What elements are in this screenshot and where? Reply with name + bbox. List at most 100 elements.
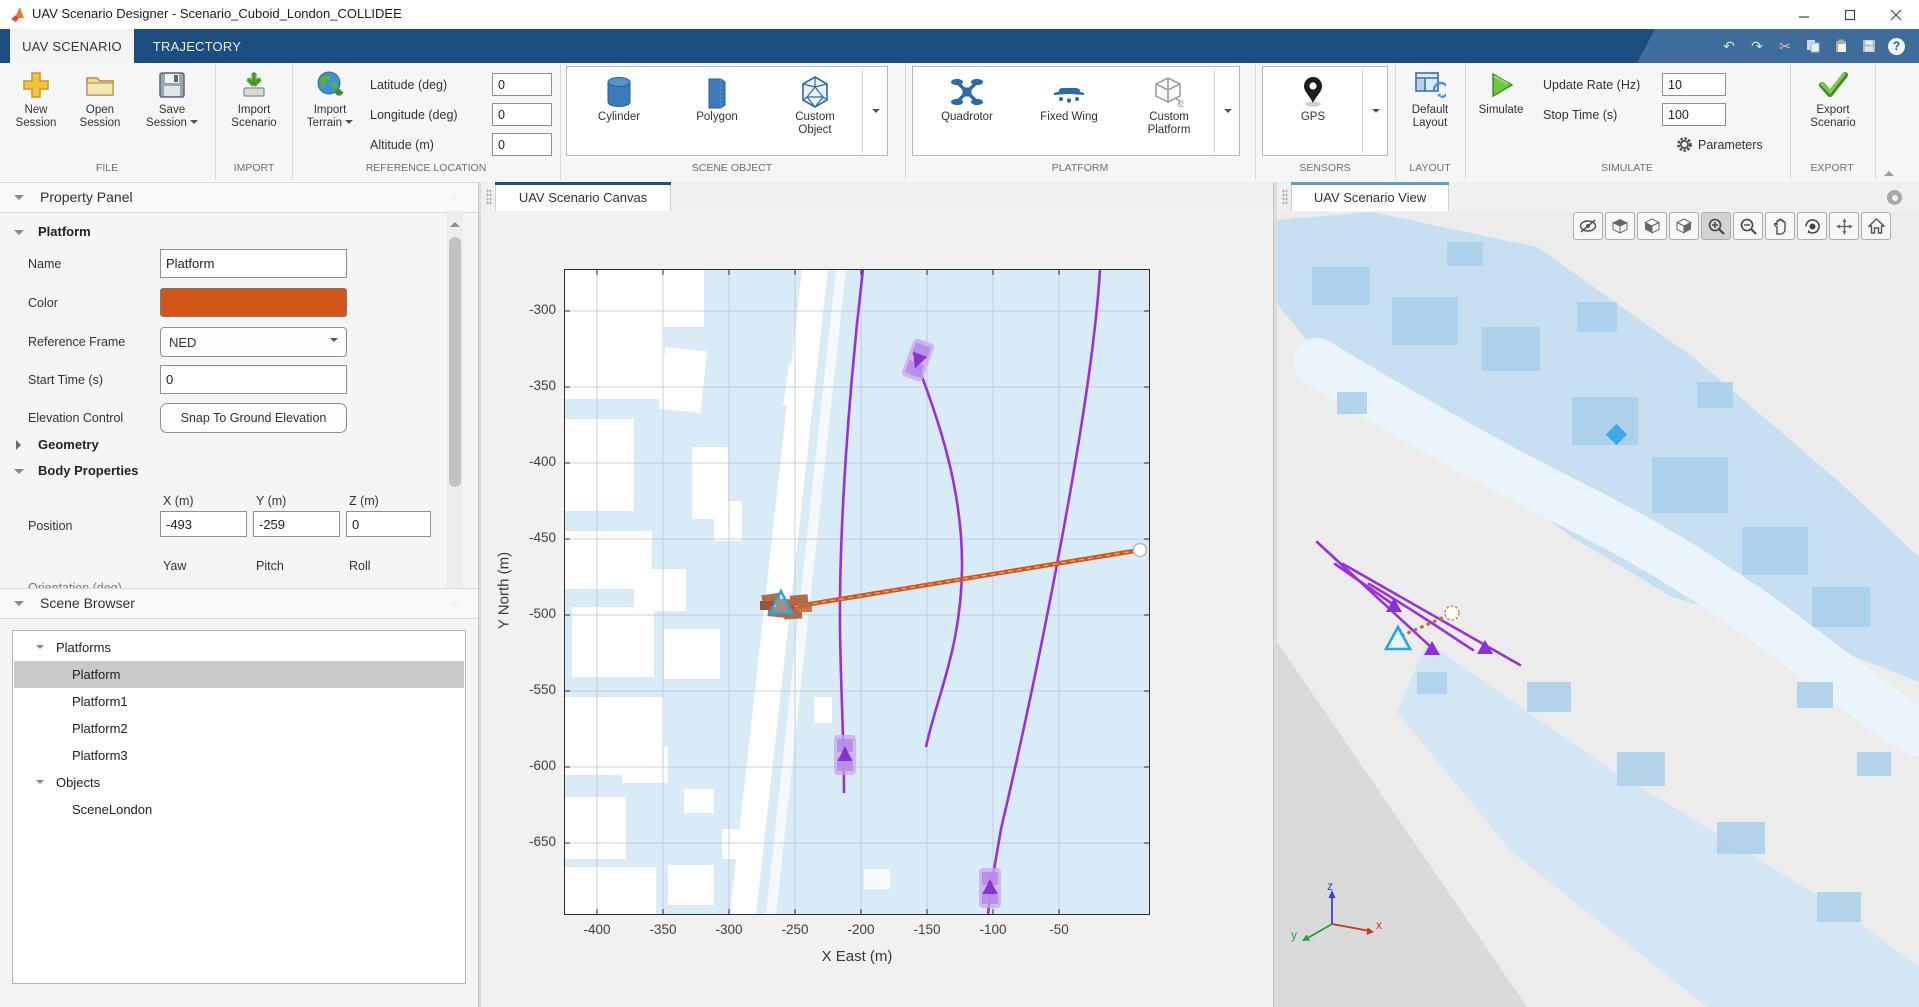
home-button[interactable]	[1861, 212, 1891, 240]
cylinder-button[interactable]: Cylinder	[571, 69, 667, 153]
redo-icon[interactable]: ↷	[1751, 37, 1763, 54]
scrollbar-thumb[interactable]	[448, 237, 461, 487]
tree-expand-icon[interactable]	[36, 645, 44, 653]
quadrotor-marker-1[interactable]	[834, 735, 856, 775]
tab-trajectory[interactable]: TRAJECTORY	[134, 29, 260, 63]
reference-frame-label: Reference Frame	[28, 335, 126, 349]
latitude-input[interactable]	[492, 73, 552, 96]
position-y-input[interactable]	[253, 511, 340, 537]
view3d-area[interactable]: z y x	[1277, 212, 1919, 1007]
polygon-button[interactable]: Polygon	[669, 69, 765, 153]
splitter-right[interactable]	[1273, 182, 1277, 1007]
tree-group-platforms[interactable]: Platforms	[14, 634, 464, 661]
tree-group-objects[interactable]: Objects	[14, 769, 464, 796]
tree-item-scenelondon[interactable]: SceneLondon	[14, 796, 464, 823]
maximize-button[interactable]	[1827, 0, 1873, 29]
tree-item-platform2[interactable]: Platform2	[14, 715, 464, 742]
quadrotor-marker-3[interactable]	[979, 868, 1001, 908]
undo-icon[interactable]: ↶	[1723, 37, 1735, 54]
stop-time-input[interactable]	[1662, 103, 1726, 126]
new-session-button[interactable]: New Session	[6, 68, 66, 130]
position-z-input[interactable]	[346, 511, 431, 537]
zoom-in-button[interactable]	[1701, 212, 1731, 240]
quadrotor-marker-2[interactable]	[901, 337, 935, 382]
help-icon[interactable]: ?	[1888, 37, 1905, 55]
tab-uav-scenario[interactable]: UAV SCENARIO	[10, 29, 134, 63]
rotate-3d-button[interactable]	[1797, 212, 1827, 240]
custom-object-button[interactable]: Custom Object	[767, 69, 863, 153]
scenario-plot[interactable]	[564, 268, 1150, 916]
color-swatch[interactable]	[160, 288, 347, 317]
save-session-button[interactable]: Save Session	[134, 68, 210, 130]
position-x-input[interactable]	[160, 511, 247, 537]
view-cube-top-button[interactable]	[1605, 212, 1635, 240]
save-session-label: Save Session	[142, 104, 202, 130]
update-rate-input[interactable]	[1662, 73, 1726, 96]
maximize-icon	[1844, 9, 1856, 20]
ego-platform-marker[interactable]	[767, 588, 795, 615]
view-tab-strip: UAV Scenario View	[1277, 182, 1919, 213]
quadrotor-button[interactable]: Quadrotor	[917, 69, 1017, 153]
sensors-gallery-dropdown[interactable]	[1362, 69, 1385, 153]
z-axis-letter: z	[1327, 879, 1333, 893]
hide-plot-button[interactable]	[1573, 212, 1603, 240]
altitude-input[interactable]	[492, 133, 552, 156]
scene-object-gallery-dropdown[interactable]	[862, 69, 885, 153]
scene-browser-header[interactable]: Scene Browser	[0, 588, 478, 619]
property-panel-header[interactable]: Property Panel	[0, 182, 478, 213]
fixed-wing-button[interactable]: Fixed Wing	[1019, 69, 1119, 153]
import-terrain-button[interactable]: Import Terrain	[300, 68, 360, 130]
elevation-control-button[interactable]: Snap To Ground Elevation	[160, 403, 347, 433]
body-properties-triangle-icon[interactable]	[14, 469, 24, 479]
uav-triangle-marker	[1477, 640, 1493, 654]
start-time-input[interactable]	[160, 365, 347, 394]
import-scenario-button[interactable]: Import Scenario	[222, 68, 286, 130]
group-divider	[1255, 63, 1256, 180]
tab-uav-scenario-view[interactable]: UAV Scenario View	[1291, 182, 1449, 211]
scroll-up-icon[interactable]	[450, 217, 460, 227]
view-cube-side-button[interactable]	[1669, 212, 1699, 240]
minimize-button[interactable]	[1781, 0, 1827, 29]
cut-icon[interactable]: ✂	[1779, 37, 1791, 54]
tree-item-platform3[interactable]: Platform3	[14, 742, 464, 769]
color-label: Color	[28, 296, 58, 310]
drag-handle-icon[interactable]	[1282, 189, 1288, 205]
open-session-button[interactable]: Open Session	[70, 68, 130, 130]
restore-axes-button[interactable]	[1829, 212, 1859, 240]
tree-item-platform1[interactable]: Platform1	[14, 688, 464, 715]
copy-icon[interactable]	[1804, 37, 1822, 55]
collapse-ribbon-button[interactable]	[1884, 166, 1894, 176]
geometry-expand-icon[interactable]	[16, 440, 26, 450]
uav-triangle-marker	[1386, 598, 1402, 612]
y-tick: -650	[528, 834, 556, 849]
longitude-input[interactable]	[492, 103, 552, 126]
view-cube-iso-button[interactable]	[1637, 212, 1667, 240]
waypoint-end-marker[interactable]	[1132, 542, 1148, 558]
zoom-out-button[interactable]	[1733, 212, 1763, 240]
section-label-file: FILE	[95, 162, 119, 174]
close-button[interactable]	[1873, 0, 1919, 29]
property-panel-scrollbar[interactable]	[446, 211, 463, 588]
parameters-button[interactable]: Parameters	[1676, 136, 1763, 153]
panel-options-icon[interactable]	[1887, 190, 1902, 205]
group-divider	[215, 63, 216, 180]
name-input[interactable]	[160, 249, 347, 278]
platform-section-triangle-icon[interactable]	[14, 230, 24, 240]
tree-item-platform-selected[interactable]: Platform	[14, 661, 464, 688]
tab-uav-scenario-canvas[interactable]: UAV Scenario Canvas	[495, 182, 671, 211]
drag-handle-icon[interactable]	[486, 189, 492, 205]
pan-button[interactable]	[1765, 212, 1795, 240]
default-layout-button[interactable]: Default Layout	[1398, 68, 1462, 130]
reference-frame-select[interactable]: NED	[160, 327, 347, 357]
splitter-left[interactable]	[478, 182, 481, 1007]
save-icon[interactable]	[1860, 37, 1878, 55]
platform-gallery-dropdown[interactable]	[1214, 69, 1237, 153]
export-scenario-button[interactable]: Export Scenario	[1797, 68, 1869, 130]
tree-expand-icon[interactable]	[36, 780, 44, 788]
paste-icon[interactable]	[1832, 37, 1850, 55]
gps-icon	[1295, 73, 1331, 111]
gps-button[interactable]: GPS	[1267, 69, 1359, 153]
custom-platform-button[interactable]: 2 Custom Platform	[1121, 69, 1217, 153]
simulate-button[interactable]: Simulate	[1470, 68, 1532, 117]
polygon-icon	[699, 73, 735, 111]
